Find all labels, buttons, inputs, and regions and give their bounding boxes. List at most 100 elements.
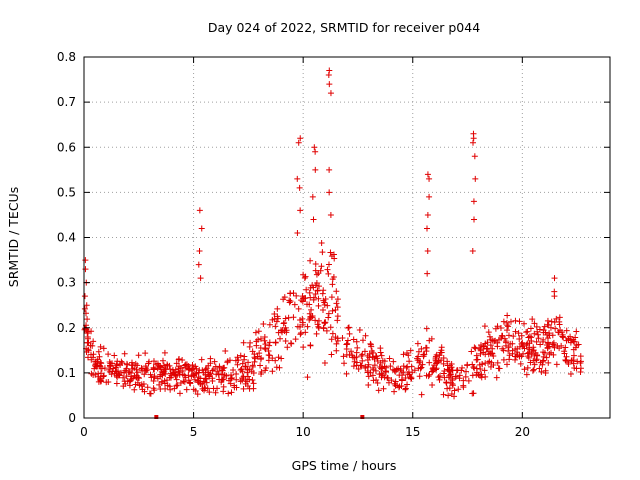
data-point [381, 358, 388, 365]
data-point [166, 362, 173, 369]
data-point [529, 367, 536, 374]
data-point [398, 382, 405, 389]
data-point [206, 373, 213, 380]
data-point [262, 341, 269, 348]
data-point [287, 340, 294, 347]
data-point [148, 374, 155, 381]
data-point [261, 333, 268, 340]
data-point [494, 359, 501, 366]
data-point [88, 328, 95, 335]
data-point [534, 352, 541, 359]
data-point [485, 329, 492, 336]
data-point [542, 367, 549, 374]
data-point [299, 319, 306, 326]
data-point [334, 317, 341, 324]
data-point [443, 379, 450, 386]
data-point [327, 324, 334, 331]
data-point [111, 352, 118, 359]
data-point [524, 328, 531, 335]
data-point [380, 385, 387, 392]
data-point [524, 350, 531, 357]
data-point [528, 337, 535, 344]
data-point [308, 314, 315, 321]
data-point [456, 372, 463, 379]
data-point [303, 286, 310, 293]
data-point [82, 266, 89, 273]
data-point [577, 365, 584, 372]
data-point [133, 366, 140, 373]
data-point [358, 352, 365, 359]
data-point [238, 366, 245, 373]
data-point [293, 292, 300, 299]
data-point [194, 391, 201, 398]
data-point [449, 382, 456, 389]
data-point [424, 225, 431, 232]
data-point [228, 389, 235, 396]
data-point [97, 377, 104, 384]
data-point [205, 362, 212, 369]
data-point [406, 358, 413, 365]
data-point [257, 335, 264, 342]
data-point [120, 374, 127, 381]
data-point [177, 380, 184, 387]
data-point [343, 346, 350, 353]
data-point [81, 293, 88, 300]
data-point [515, 330, 522, 337]
y-tick-label: 0 [68, 411, 76, 425]
data-point [103, 379, 110, 386]
data-point [359, 337, 366, 344]
data-point [106, 362, 113, 369]
data-point [269, 316, 276, 323]
data-point [518, 340, 525, 347]
data-point [572, 344, 579, 351]
data-point [324, 302, 331, 309]
data-point [451, 393, 458, 400]
data-point [565, 361, 572, 368]
data-point [417, 365, 424, 372]
data-point [274, 313, 281, 320]
data-point [474, 369, 481, 376]
data-point [295, 139, 302, 146]
data-point [255, 328, 262, 335]
data-point [110, 365, 117, 372]
data-point [183, 386, 190, 393]
data-point [139, 386, 146, 393]
data-point [361, 348, 368, 355]
data-point [441, 374, 448, 381]
data-point [557, 327, 564, 334]
data-point [373, 376, 380, 383]
data-point [329, 330, 336, 337]
data-point [334, 296, 341, 303]
data-point [341, 360, 348, 367]
data-point [577, 360, 584, 367]
data-point [391, 388, 398, 395]
data-point [476, 361, 483, 368]
data-point [144, 384, 151, 391]
data-point [394, 382, 401, 389]
data-point [302, 273, 309, 280]
data-point [528, 351, 535, 358]
data-point [116, 372, 123, 379]
data-point [306, 289, 313, 296]
data-point [95, 348, 102, 355]
data-point [176, 363, 183, 370]
data-point [444, 366, 451, 373]
data-point [297, 329, 304, 336]
data-point [388, 377, 395, 384]
data-point [484, 345, 491, 352]
data-point [122, 380, 129, 387]
data-point [378, 352, 385, 359]
data-point [505, 323, 512, 330]
data-point [327, 249, 334, 256]
data-point [473, 352, 480, 359]
data-point [303, 301, 310, 308]
data-point [418, 345, 425, 352]
data-point [90, 354, 97, 361]
y-tick-label: 0.8 [57, 50, 76, 64]
data-point [271, 310, 278, 317]
data-point [315, 302, 322, 309]
data-point [284, 344, 291, 351]
data-point [187, 380, 194, 387]
data-point [540, 329, 547, 336]
data-point [106, 368, 113, 375]
